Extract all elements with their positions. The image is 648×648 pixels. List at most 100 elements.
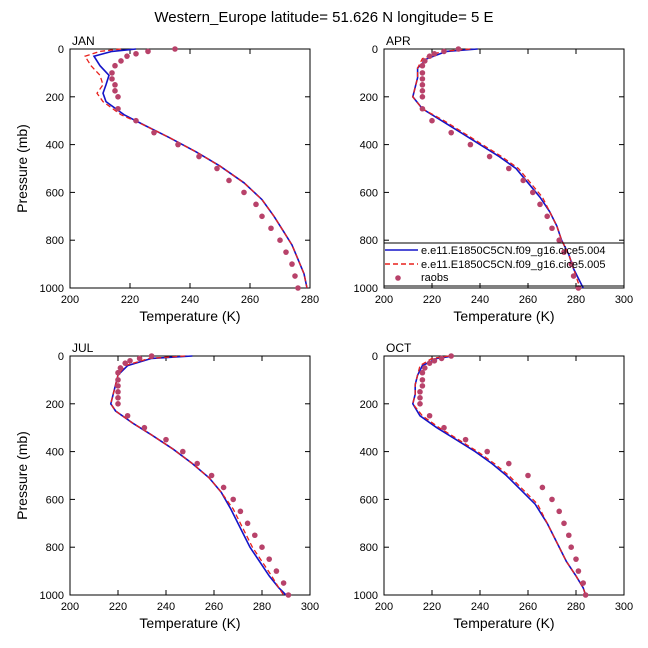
x-tick-label: 260 xyxy=(205,601,223,613)
raobs-point xyxy=(122,360,128,366)
raobs-point xyxy=(226,177,232,184)
raobs-point xyxy=(252,532,258,539)
y-tick-label: 1000 xyxy=(40,590,64,602)
raobs-point xyxy=(259,544,265,550)
raobs-point xyxy=(544,213,550,220)
raobs-point xyxy=(214,165,220,172)
y-tick-label: 0 xyxy=(58,44,64,56)
raobs-point xyxy=(273,568,280,574)
raobs-point xyxy=(172,46,178,52)
raobs-point xyxy=(573,556,579,562)
raobs-point xyxy=(259,213,265,220)
raobs-point xyxy=(109,76,115,82)
raobs-point xyxy=(295,285,301,291)
raobs-point xyxy=(133,50,139,57)
series-line-005 xyxy=(412,355,587,596)
raobs-point xyxy=(419,88,426,94)
raobs-point xyxy=(575,285,582,291)
panel-title: OCT xyxy=(386,341,412,355)
raobs-point xyxy=(115,401,121,407)
y-tick-label: 1000 xyxy=(40,283,64,295)
raobs-point xyxy=(124,53,130,59)
raobs-point xyxy=(422,365,428,371)
x-tick-label: 220 xyxy=(109,601,127,613)
raobs-point xyxy=(441,48,447,55)
raobs-point xyxy=(253,201,259,208)
x-tick-label: 280 xyxy=(567,294,585,306)
y-tick-label: 1000 xyxy=(354,590,378,602)
legend: e.e11.E1850C5CN.f09_g16.cice5.004 e.e11.E… xyxy=(384,242,624,287)
raobs-point xyxy=(268,225,274,232)
y-tick-label: 400 xyxy=(46,140,64,152)
raobs-point xyxy=(118,58,124,64)
raobs-point xyxy=(115,105,121,112)
raobs-point xyxy=(115,369,121,376)
raobs-point xyxy=(112,82,118,88)
raobs-point xyxy=(438,355,445,362)
x-tick-label: 280 xyxy=(253,601,271,613)
raobs-point xyxy=(575,568,582,574)
x-tick-label: 220 xyxy=(121,294,139,306)
raobs-point xyxy=(426,360,433,366)
raobs-point xyxy=(175,141,181,148)
raobs-point xyxy=(419,94,426,100)
plot-frame xyxy=(383,355,625,596)
y-tick-label: 600 xyxy=(360,494,378,506)
x-tick-label: 220 xyxy=(423,601,441,613)
series-line-004 xyxy=(92,48,308,289)
legend-marker xyxy=(395,275,401,281)
x-tick-label: 200 xyxy=(61,294,79,306)
series-line-005 xyxy=(84,48,308,289)
panel-title: JAN xyxy=(72,34,95,48)
raobs-point xyxy=(556,508,562,515)
raobs-point xyxy=(115,377,121,383)
series-line-004 xyxy=(411,355,587,596)
raobs-point xyxy=(244,520,251,527)
raobs-point xyxy=(241,189,247,196)
raobs-point xyxy=(133,117,139,124)
raobs-point xyxy=(277,237,283,243)
y-tick-label: 600 xyxy=(360,187,378,199)
raobs-point xyxy=(419,76,426,82)
x-tick-label: 300 xyxy=(301,601,319,613)
raobs-point xyxy=(127,357,133,364)
x-tick-label: 220 xyxy=(423,294,441,306)
x-tick-label: 200 xyxy=(375,294,393,306)
raobs-point xyxy=(196,153,202,160)
y-tick-label: 1000 xyxy=(354,283,378,295)
raobs-point xyxy=(549,496,555,503)
chart-panel-jan: 200 220 240 260 280 0 200 400 600 800 1000 JAN Tempe… xyxy=(14,34,319,324)
raobs-point xyxy=(441,424,447,431)
raobs-point xyxy=(112,88,118,94)
legend-label: e.e11.E1850C5CN.f09_g16.cice5.004 xyxy=(421,245,606,257)
y-tick-label: 400 xyxy=(360,447,378,459)
raobs-point xyxy=(426,53,433,59)
figure-title: Western_Europe latitude= 51.626 N longit… xyxy=(154,9,493,26)
raobs-point xyxy=(115,395,121,401)
x-tick-label: 260 xyxy=(519,601,537,613)
chart-panel-oct: 200 220 240 260 280 300 0 200 400 600 800 1000 OCT Te… xyxy=(354,341,634,631)
chart-panel-apr: 200 220 240 260 280 300 0 200 400 600 800 1000 APR Te… xyxy=(354,34,634,324)
y-tick-label: 600 xyxy=(46,187,64,199)
x-tick-label: 240 xyxy=(471,294,489,306)
raobs-point xyxy=(417,401,423,407)
plot-frame xyxy=(69,355,311,596)
raobs-point xyxy=(237,508,244,515)
raobs-point xyxy=(530,189,536,196)
raobs-point xyxy=(520,177,526,184)
raobs-point xyxy=(230,496,236,503)
raobs-point xyxy=(283,249,289,255)
raobs-point xyxy=(561,249,567,255)
panel-title: JUL xyxy=(72,341,94,355)
y-tick-label: 600 xyxy=(46,494,64,506)
plot-frame xyxy=(383,48,625,289)
raobs-point xyxy=(431,50,438,57)
raobs-point xyxy=(484,448,491,455)
raobs-point xyxy=(448,129,455,136)
x-axis-label: Temperature (K) xyxy=(453,308,554,324)
y-tick-label: 200 xyxy=(46,399,64,411)
raobs-point xyxy=(467,141,474,148)
raobs-point xyxy=(417,395,423,401)
raobs-point xyxy=(419,105,426,112)
raobs-point xyxy=(525,472,531,479)
